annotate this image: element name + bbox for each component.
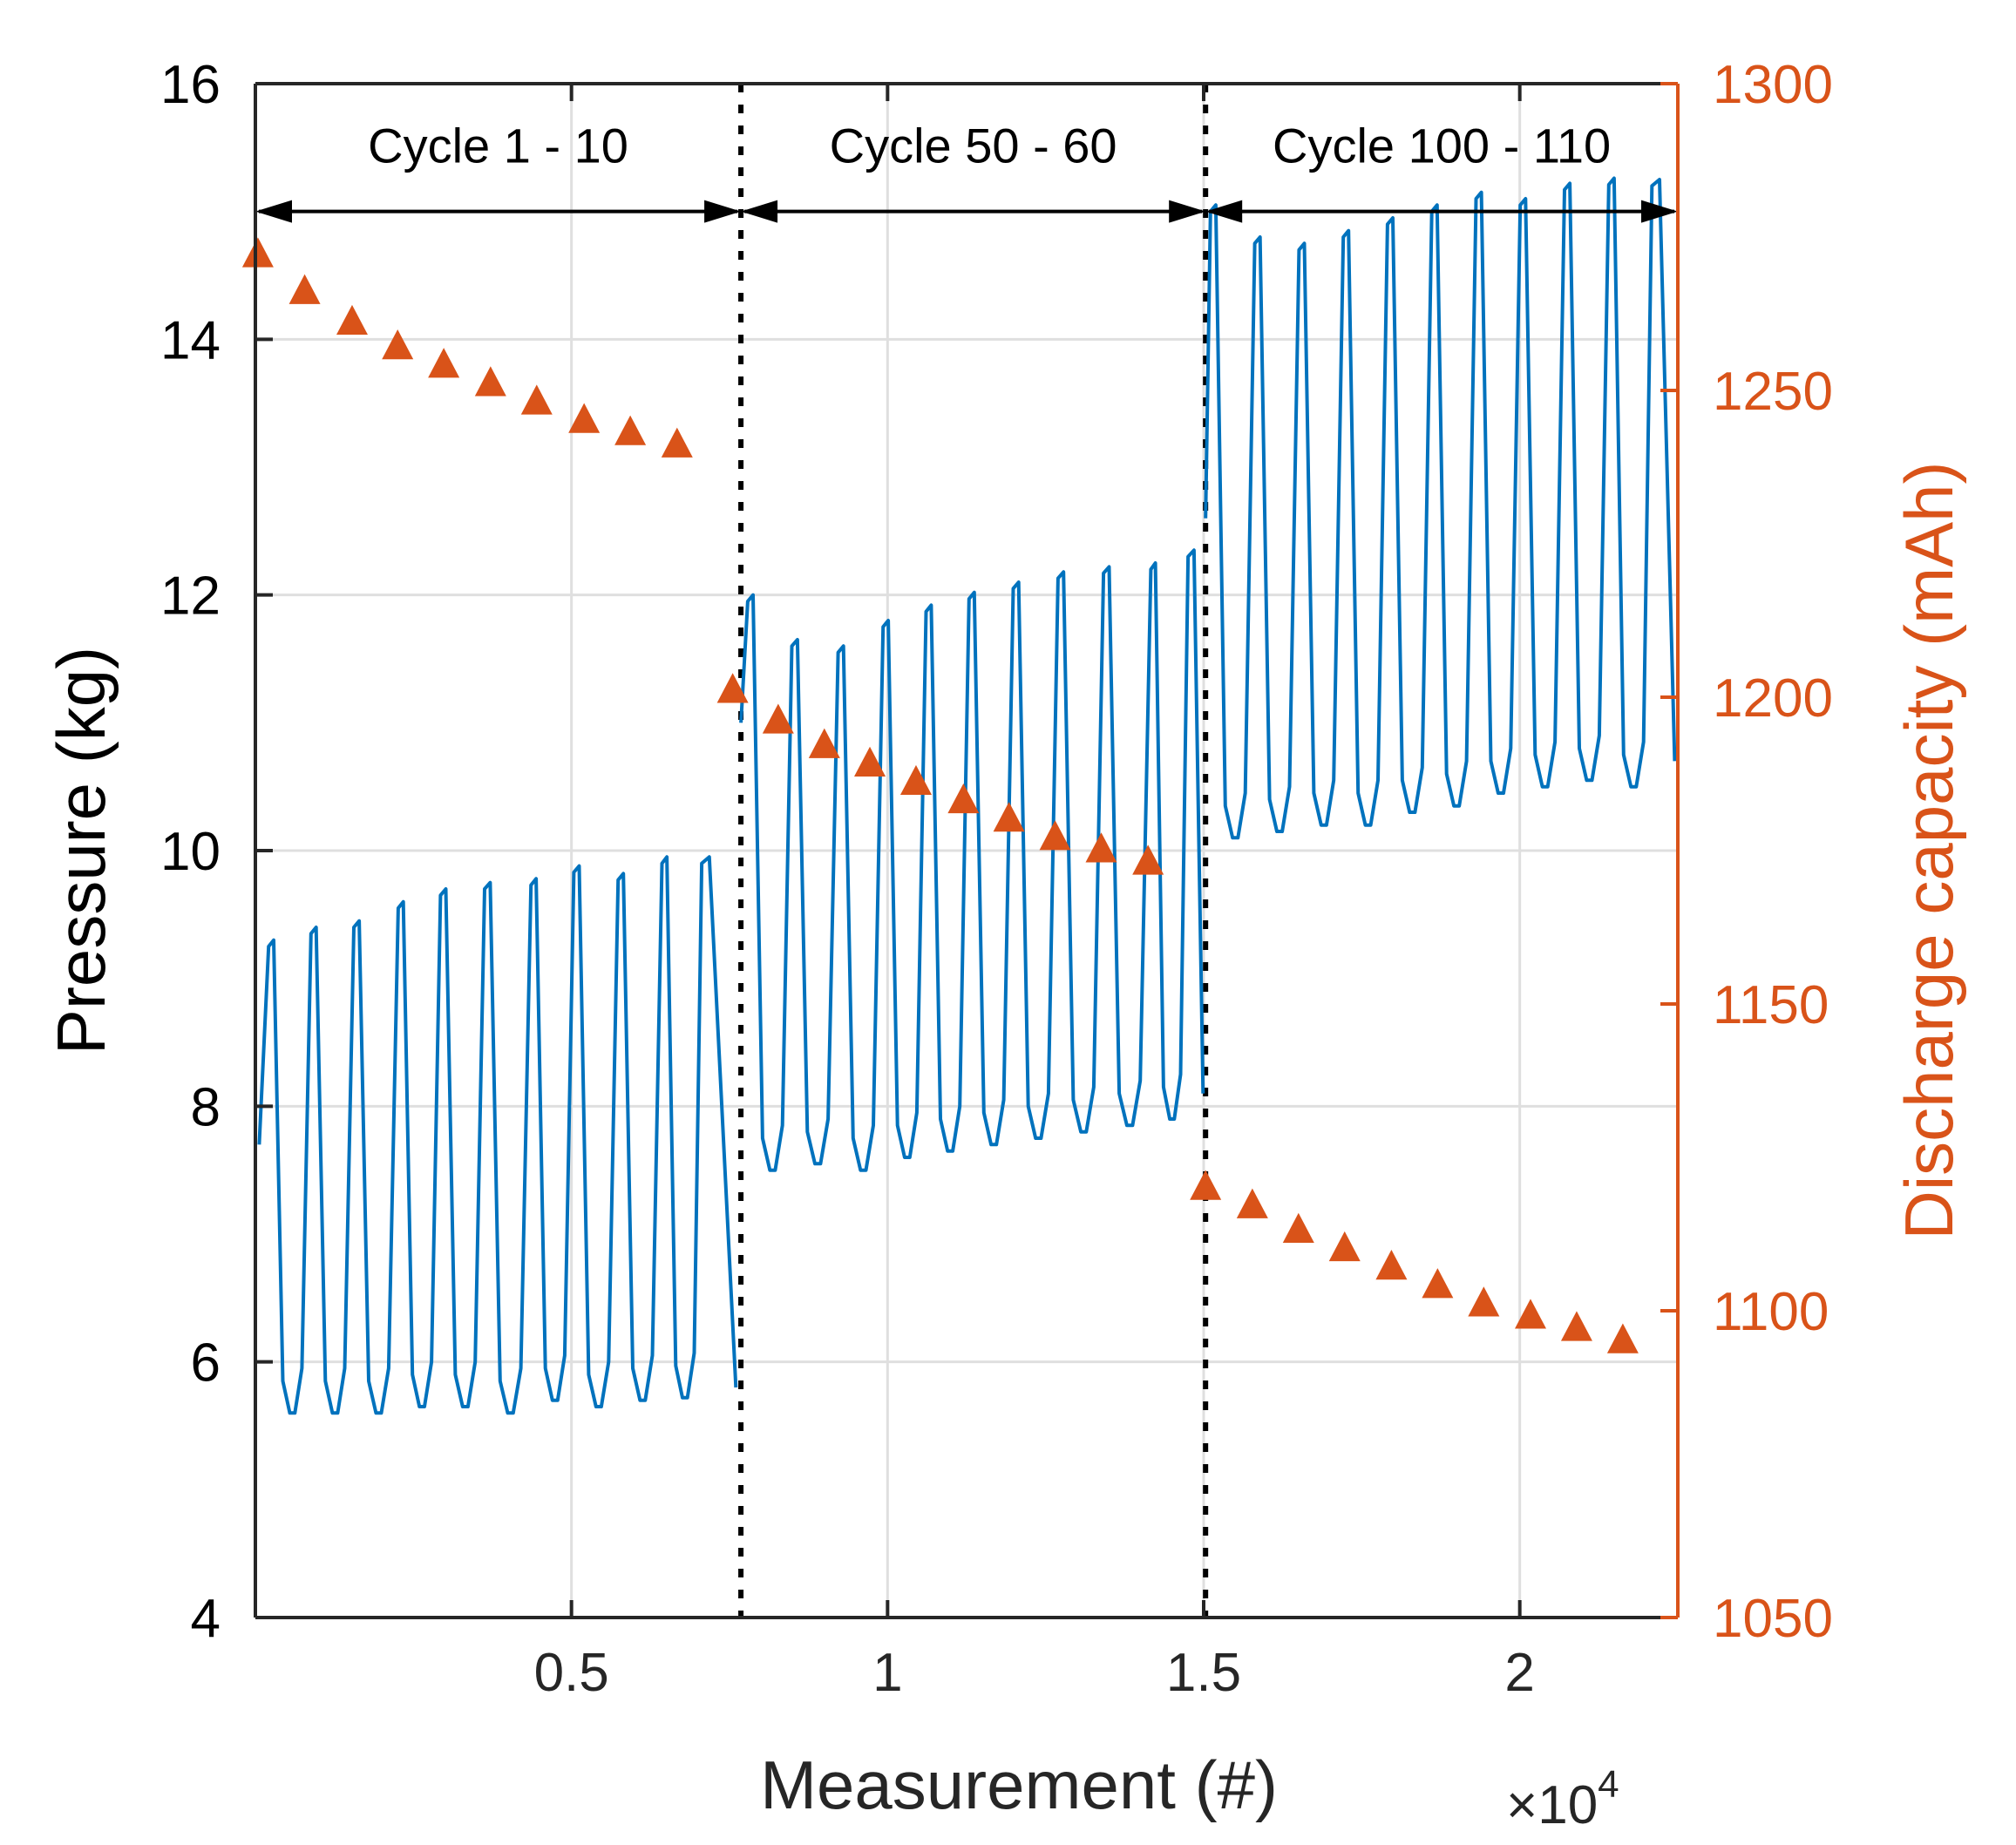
y-left-axis-title: Pressure (kg) (43, 647, 119, 1055)
capacity-marker (762, 703, 794, 734)
pressure-series (257, 176, 1677, 1415)
capacity-marker (1606, 1323, 1639, 1353)
y-left-tick-label: 8 (191, 1077, 221, 1137)
capacity-marker (1375, 1250, 1408, 1280)
x-exponent-power: 4 (1598, 1763, 1619, 1806)
y-right-tick-label: 1100 (1713, 1282, 1829, 1342)
capacity-marker (716, 673, 749, 703)
y-right-tick-label: 1200 (1713, 668, 1833, 729)
capacity-marker (1132, 844, 1164, 875)
y-left-tick-label: 16 (160, 55, 221, 115)
x-tick-label: 1.5 (1166, 1643, 1241, 1703)
annotation-label: Cycle 1 - 10 (368, 119, 628, 173)
capacity-marker (1468, 1286, 1500, 1317)
axes: 0.5 1 1.5 2 4 6 8 10 12 14 16 1050 1100 1150 1200 1250 1… (160, 55, 1833, 1703)
cycle-annotations: Cycle 1 - 10 Cycle 50 - 60 Cycle 100 - 110 (255, 119, 1678, 223)
x-exponent-base: ×10 (1506, 1775, 1598, 1835)
capacity-marker (1039, 820, 1071, 851)
annotation-arrowhead-right (704, 200, 742, 223)
x-axis-title: Measurement (#) (760, 1747, 1278, 1823)
y-left-tick-label: 14 (160, 310, 221, 370)
capacity-marker (993, 802, 1025, 832)
y-right-tick-label: 1250 (1713, 362, 1833, 422)
capacity-marker (1560, 1311, 1592, 1341)
capacity-marker (520, 384, 553, 415)
capacity-marker (1328, 1231, 1361, 1262)
pressure-line-segment (739, 548, 1205, 1172)
y-right-tick-label: 1150 (1713, 975, 1829, 1035)
x-tick-label: 0.5 (534, 1643, 609, 1703)
capacity-marker (568, 403, 601, 433)
x-axis-exponent: ×104 (1506, 1763, 1619, 1835)
capacity-marker (336, 304, 368, 336)
capacity-marker (661, 427, 693, 458)
capacity-series (241, 237, 1639, 1353)
y-left-tick-label: 4 (191, 1589, 221, 1649)
annotation-label: Cycle 50 - 60 (830, 119, 1117, 173)
capacity-marker (1236, 1188, 1268, 1218)
y-right-axis-title: Discharge capacity (mAh) (1890, 462, 1967, 1240)
capacity-marker (1190, 1170, 1222, 1200)
capacity-marker (428, 348, 460, 378)
annotation-arrowhead-left (1205, 200, 1243, 223)
segment-separators (738, 84, 1209, 1618)
y-left-tick-label: 6 (191, 1333, 221, 1394)
capacity-marker (1422, 1268, 1454, 1299)
annotation-arrowhead-right (1641, 200, 1678, 223)
pressure-line-segment (257, 855, 738, 1415)
pressure-line-segment (1204, 176, 1677, 840)
capacity-marker (1514, 1299, 1546, 1329)
capacity-marker (1282, 1212, 1314, 1243)
annotation-arrowhead-left (741, 200, 778, 223)
annotation-label: Cycle 100 - 110 (1273, 119, 1611, 173)
capacity-marker (947, 783, 980, 814)
y-left-tick-label: 10 (160, 822, 221, 882)
capacity-marker (1085, 832, 1117, 863)
annotation-arrowhead-left (255, 200, 292, 223)
annotation-arrowhead-right (1169, 200, 1206, 223)
capacity-marker (288, 274, 321, 304)
grid-lines (255, 84, 1678, 1618)
x-tick-label: 1 (872, 1643, 902, 1703)
capacity-marker (241, 237, 274, 268)
capacity-marker (899, 764, 932, 796)
capacity-marker (474, 366, 506, 397)
x-tick-label: 2 (1504, 1643, 1534, 1703)
capacity-marker (614, 415, 647, 445)
capacity-marker (854, 746, 886, 777)
capacity-marker (808, 728, 840, 758)
y-right-tick-label: 1300 (1713, 55, 1833, 115)
y-right-tick-label: 1050 (1713, 1589, 1833, 1649)
capacity-marker (382, 329, 414, 360)
y-left-tick-label: 12 (160, 566, 221, 627)
